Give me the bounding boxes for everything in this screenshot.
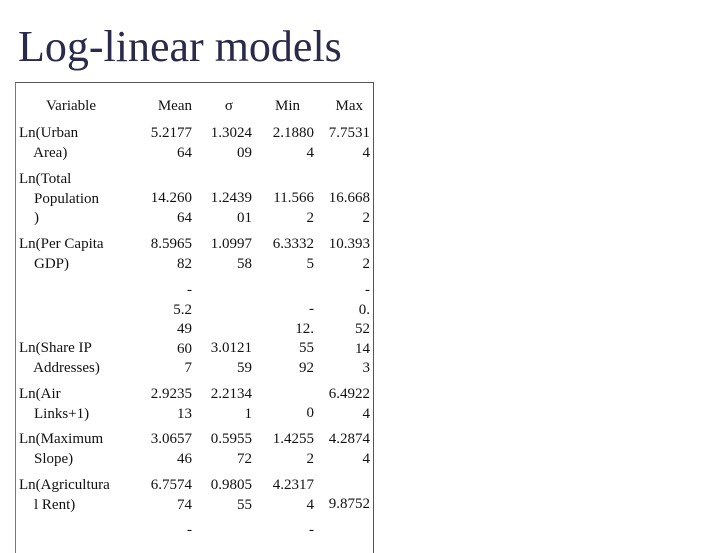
row-label: Ln(Urban Area): [19, 125, 79, 161]
row-max: 10.393 2: [328, 236, 370, 272]
row-mean: 14.260 64: [150, 190, 192, 226]
row-mean: -: [187, 522, 192, 538]
row-label: Ln(Maximum Slope): [19, 431, 104, 467]
row-sigma: 1.3024 09: [210, 125, 252, 161]
header-variable: Variable: [46, 98, 96, 114]
row-sigma: 1.2439 01: [210, 190, 252, 226]
row-max: - 0. 52 14 3: [355, 282, 370, 376]
row-label: Ln(Air Links+1): [19, 386, 90, 422]
row-min: -: [309, 522, 314, 538]
row-mean: 8.5965 82: [150, 236, 192, 272]
row-min: 1.4255 2: [272, 431, 314, 467]
row-min: 6.3332 5: [272, 236, 314, 272]
row-mean: 5.2177 64: [150, 125, 192, 161]
row-mean: 6.7574 74: [150, 477, 192, 513]
summary-statistics-table: Variable Mean σ Min Max Ln(Urban Area) 5…: [15, 82, 374, 553]
row-sigma: 3.0121 59: [210, 340, 252, 376]
row-min: 4.2317 4: [272, 477, 314, 513]
header-min: Min: [274, 98, 300, 114]
header-sigma: σ: [224, 98, 233, 114]
header-mean: Mean: [157, 98, 192, 114]
header-max: Max: [335, 98, 364, 114]
row-max: 9.8752: [328, 496, 370, 512]
row-max: 7.7531 4: [328, 125, 370, 161]
row-label: Ln(Share IP Addresses): [19, 340, 100, 376]
row-max: 16.668 2: [328, 190, 370, 226]
row-min: 2.1880 4: [272, 125, 314, 161]
row-label: Ln(Per Capita GDP): [19, 236, 104, 272]
row-sigma: 2.2134 1: [210, 386, 252, 422]
row-max: 6.4922 4: [328, 386, 370, 422]
slide-title: Log-linear models: [18, 22, 342, 71]
row-sigma: 1.0997 58: [210, 236, 252, 272]
row-mean: 3.0657 46: [150, 431, 192, 467]
row-max: 4.2874 4: [328, 431, 370, 467]
row-label: Ln(Total Population ): [19, 171, 100, 226]
row-min: 0: [306, 405, 315, 421]
row-label: Ln(Agricultura l Rent): [19, 477, 110, 513]
row-min: - 12. 55 92: [295, 301, 314, 376]
row-min: 11.566 2: [273, 190, 314, 226]
row-mean: 2.9235 13: [150, 386, 192, 422]
row-mean: - 5.2 49 60 7: [173, 282, 192, 376]
row-sigma: 0.9805 55: [210, 477, 252, 513]
row-sigma: 0.5955 72: [210, 431, 252, 467]
